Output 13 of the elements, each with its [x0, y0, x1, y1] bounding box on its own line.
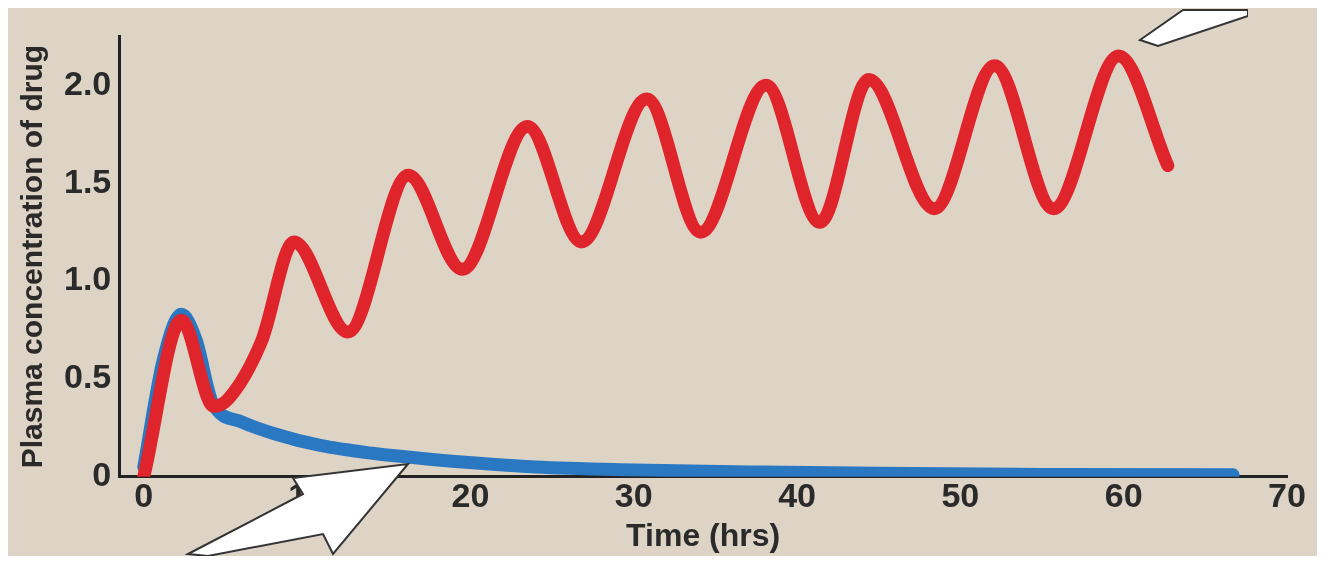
y-tick-label: 1.0	[64, 259, 112, 298]
x-tick-label: 50	[941, 475, 980, 514]
x-tick-label: 20	[451, 475, 490, 514]
y-tick-label: 0.5	[64, 357, 112, 396]
y-tick-label: 1.5	[64, 161, 112, 200]
y-axis-title: Plasma concentration of drug	[15, 44, 49, 469]
x-tick-label: 70	[1268, 475, 1306, 514]
x-tick-label: 40	[778, 475, 816, 514]
x-axis-title: Time (hrs)	[626, 516, 781, 553]
x-tick-label: 0	[134, 475, 154, 514]
y-tick-label: 2.0	[64, 63, 112, 102]
x-tick-label: 30	[614, 475, 653, 514]
x-tick-label: 60	[1104, 475, 1143, 514]
